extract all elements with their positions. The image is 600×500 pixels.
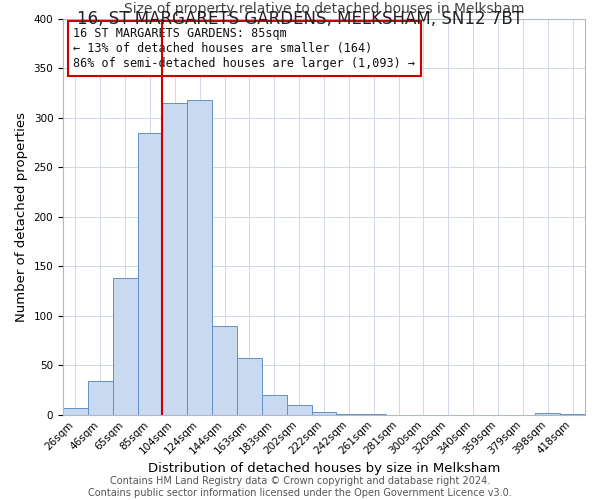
Title: Size of property relative to detached houses in Melksham: Size of property relative to detached ho… — [124, 2, 524, 16]
Text: 16, ST MARGARETS GARDENS, MELKSHAM, SN12 7BT: 16, ST MARGARETS GARDENS, MELKSHAM, SN12… — [77, 10, 523, 28]
Bar — [212, 326, 237, 414]
X-axis label: Distribution of detached houses by size in Melksham: Distribution of detached houses by size … — [148, 462, 500, 475]
Y-axis label: Number of detached properties: Number of detached properties — [15, 112, 28, 322]
Bar — [311, 412, 337, 414]
Bar — [237, 358, 262, 414]
Bar — [137, 133, 163, 414]
Bar — [113, 278, 137, 414]
Bar — [88, 381, 113, 414]
Text: Contains HM Land Registry data © Crown copyright and database right 2024.
Contai: Contains HM Land Registry data © Crown c… — [88, 476, 512, 498]
Bar — [163, 103, 187, 414]
Bar — [187, 100, 212, 414]
Bar — [63, 408, 88, 414]
Bar — [535, 412, 560, 414]
Bar — [287, 405, 311, 414]
Bar — [262, 395, 287, 414]
Text: 16 ST MARGARETS GARDENS: 85sqm
← 13% of detached houses are smaller (164)
86% of: 16 ST MARGARETS GARDENS: 85sqm ← 13% of … — [73, 27, 415, 70]
